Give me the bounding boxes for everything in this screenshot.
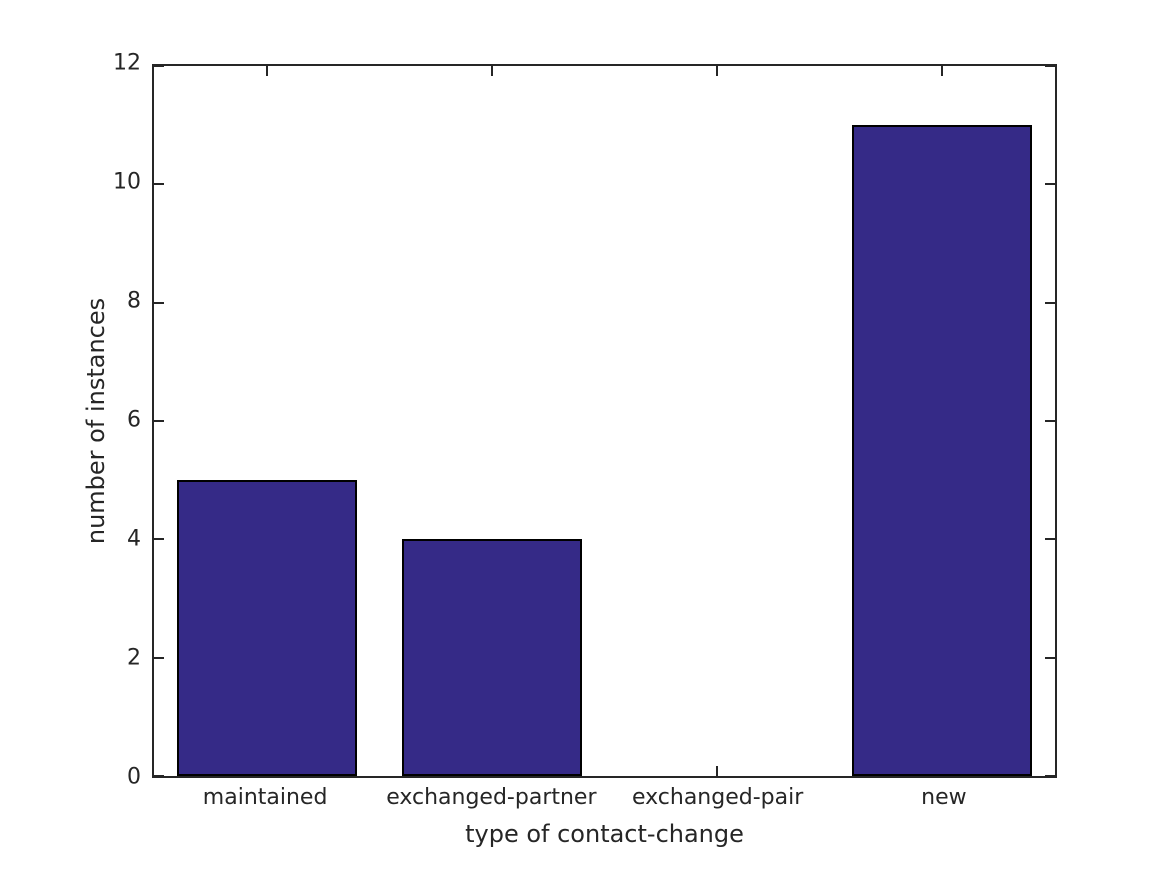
bar <box>852 125 1033 776</box>
bar <box>401 539 582 776</box>
x-tick-label: exchanged-partner <box>386 785 597 810</box>
y-tick-label: 12 <box>113 50 141 76</box>
x-tick-label: exchanged-pair <box>631 785 804 810</box>
x-tick-mark-top <box>490 66 493 76</box>
y-tick-mark-left <box>154 66 164 67</box>
y-tick-label: 6 <box>127 407 141 433</box>
y-tick-label: 8 <box>127 288 141 314</box>
y-tick-mark-right <box>1045 183 1055 186</box>
x-axis-title: type of contact-change <box>465 820 744 848</box>
x-tick-mark-bottom <box>716 766 719 776</box>
x-tick-mark-top <box>265 66 268 76</box>
y-tick-mark-right <box>1045 656 1055 659</box>
y-tick-mark-left <box>154 183 164 186</box>
y-tick-mark-left <box>154 775 164 776</box>
x-tick-label: new <box>921 785 967 810</box>
bar <box>176 480 357 776</box>
y-tick-mark-right <box>1045 301 1055 304</box>
x-tick-mark-top <box>941 66 944 76</box>
y-tick-mark-right <box>1045 66 1055 67</box>
y-tick-label: 0 <box>127 764 141 790</box>
y-tick-label: 2 <box>127 645 141 671</box>
x-tick-mark-top <box>716 66 719 76</box>
y-tick-mark-right <box>1045 775 1055 776</box>
y-tick-mark-left <box>154 538 164 541</box>
x-tick-label: maintained <box>202 785 328 810</box>
plot-area <box>152 64 1057 778</box>
y-tick-mark-right <box>1045 538 1055 541</box>
y-tick-mark-right <box>1045 420 1055 422</box>
y-tick-mark-left <box>154 656 164 659</box>
y-tick-label: 4 <box>127 526 141 552</box>
y-tick-mark-left <box>154 301 164 304</box>
y-tick-label: 10 <box>113 169 141 195</box>
y-tick-mark-left <box>154 420 164 422</box>
